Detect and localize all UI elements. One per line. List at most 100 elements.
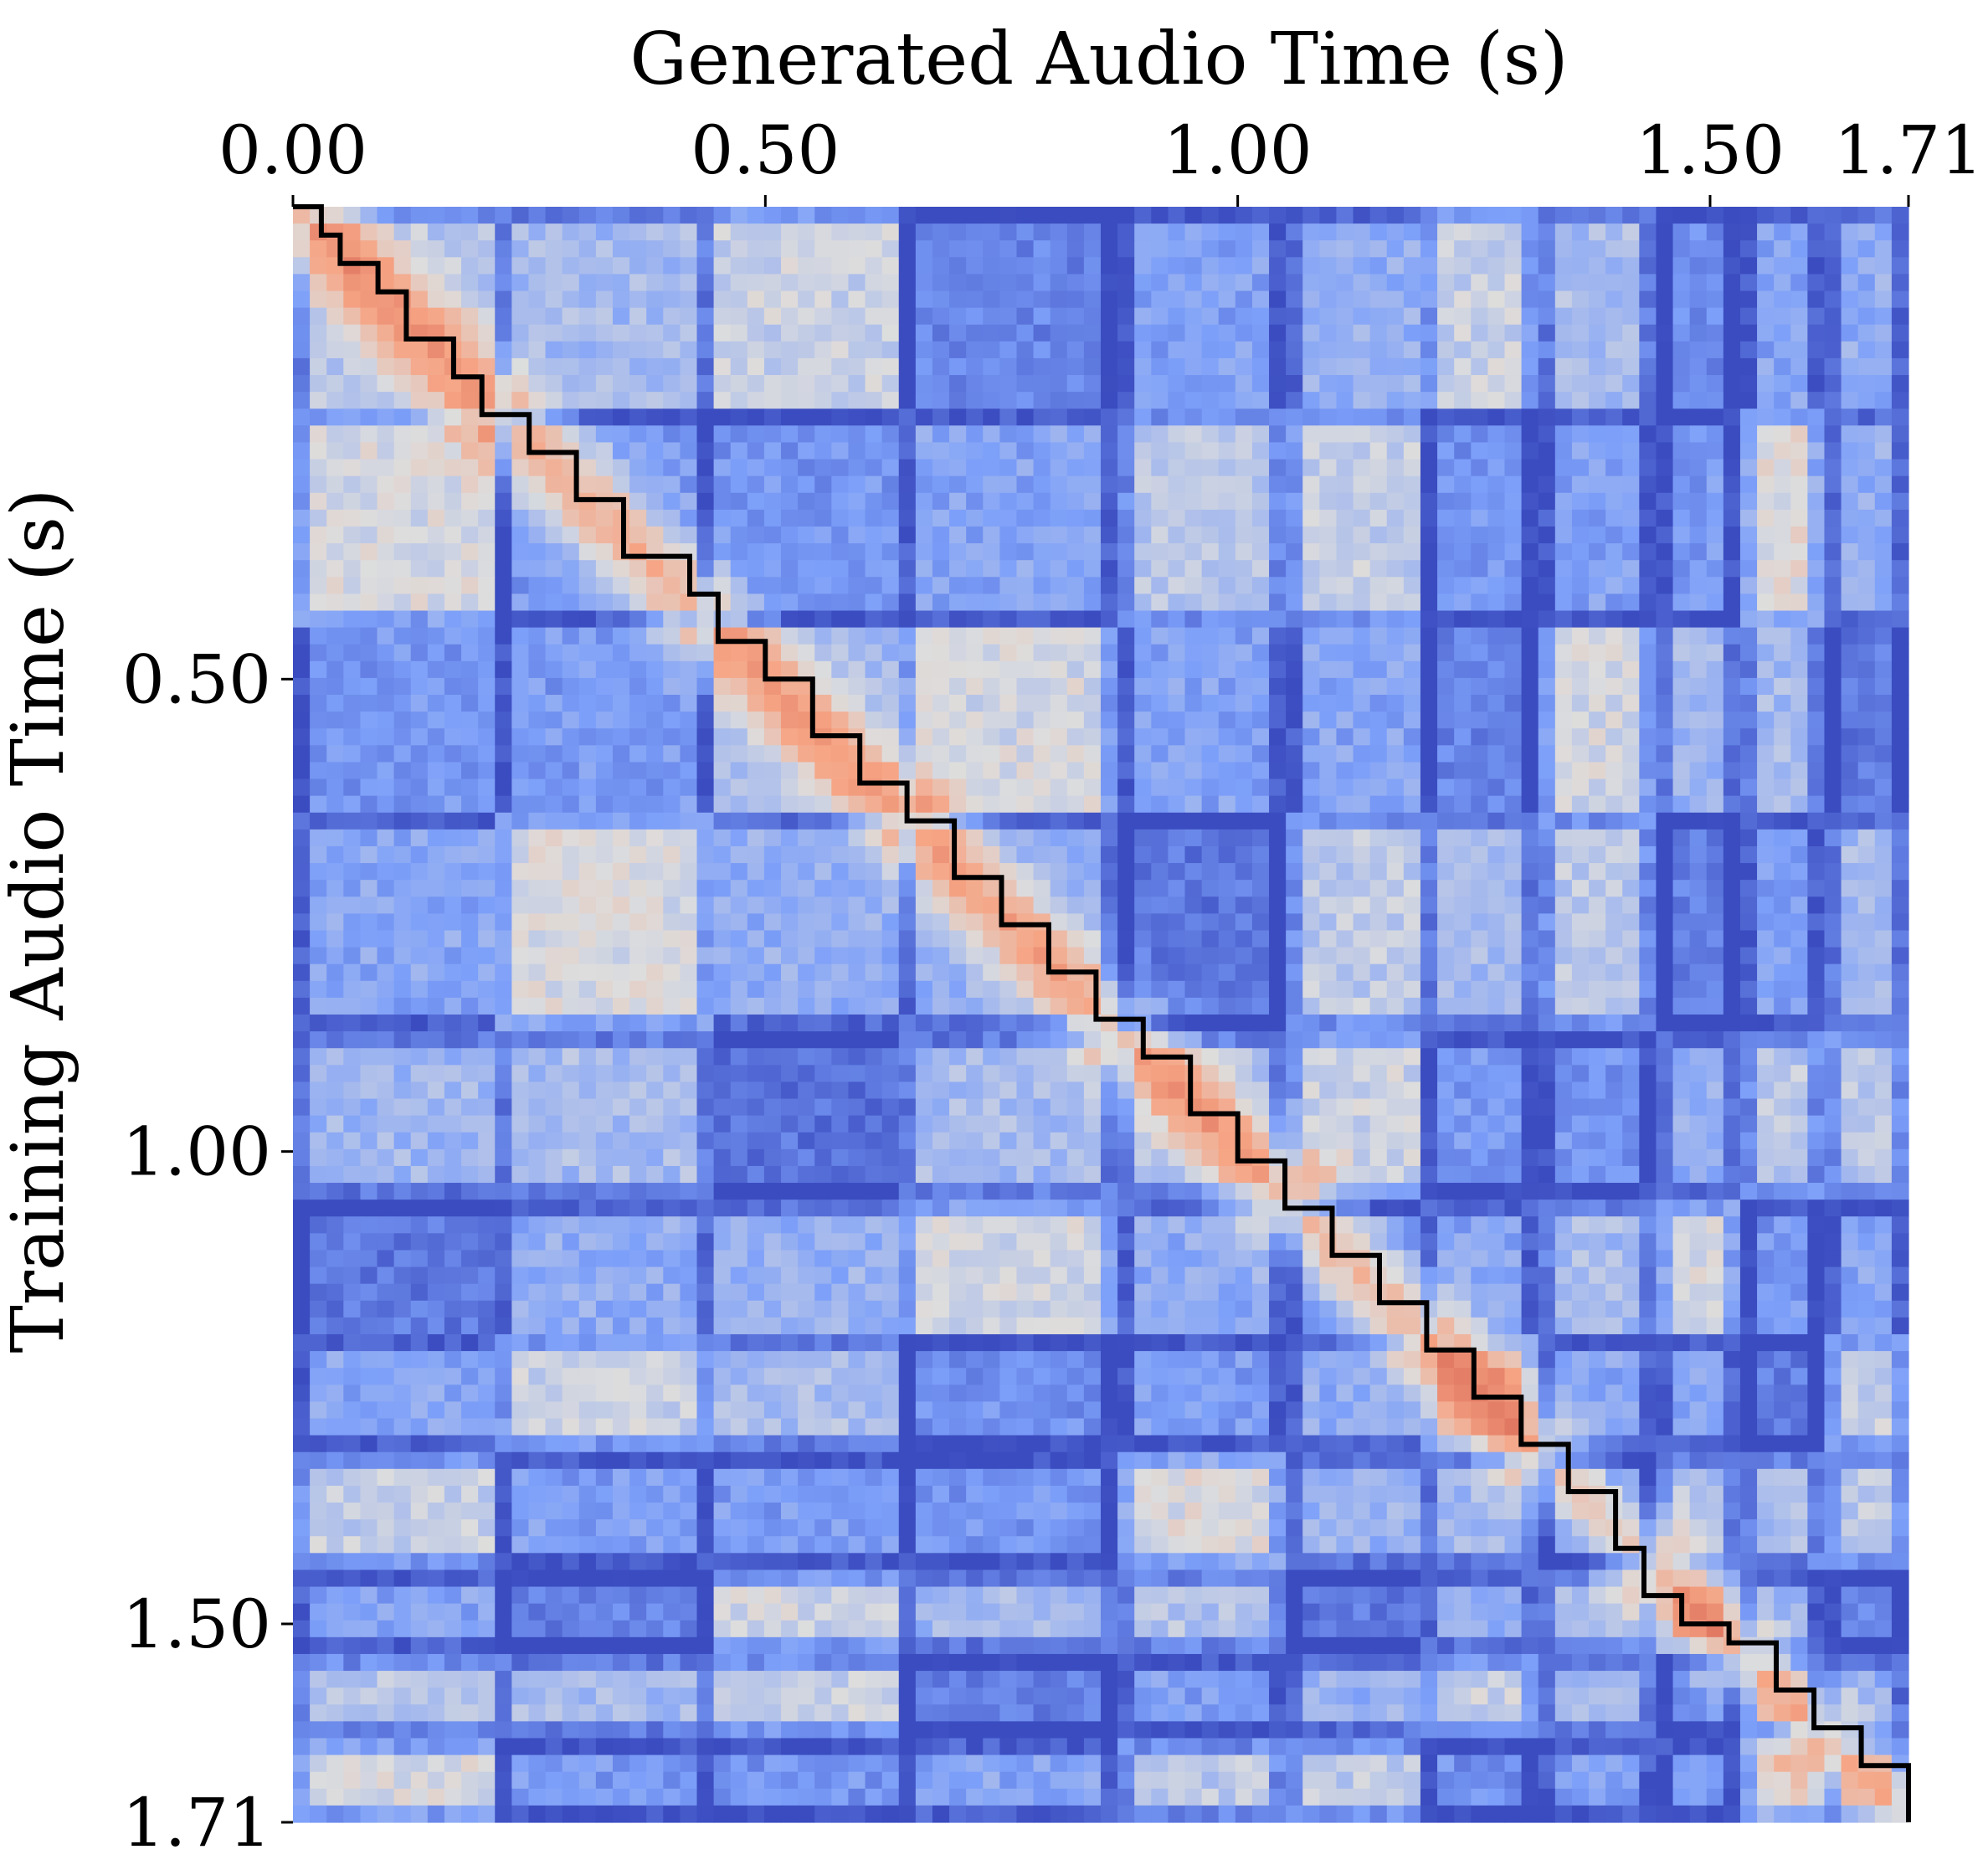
- heatmap-cell: [1891, 307, 1909, 326]
- heatmap-cell: [1589, 845, 1606, 864]
- heatmap-cell: [1774, 492, 1791, 511]
- heatmap-cell: [326, 274, 344, 292]
- heatmap-cell: [612, 207, 630, 224]
- heatmap-cell: [1403, 324, 1421, 342]
- heatmap-cell: [1471, 392, 1488, 409]
- heatmap-cell: [1689, 375, 1708, 393]
- heatmap-cell: [966, 963, 984, 982]
- heatmap-cell: [747, 660, 765, 679]
- heatmap-cell: [528, 341, 547, 359]
- heatmap-cell: [915, 207, 933, 224]
- heatmap-cell: [1134, 257, 1152, 275]
- heatmap-cell: [1589, 1031, 1606, 1049]
- heatmap-cell: [444, 762, 462, 780]
- heatmap-cell: [1420, 408, 1438, 426]
- heatmap-cell: [293, 509, 311, 527]
- heatmap-cell: [1538, 695, 1556, 712]
- heatmap-cell: [461, 240, 479, 258]
- heatmap-cell: [1353, 812, 1371, 830]
- heatmap-cell: [881, 307, 900, 326]
- heatmap-cell: [1471, 425, 1488, 444]
- heatmap-cell: [713, 660, 732, 679]
- heatmap-cell: [696, 778, 715, 797]
- heatmap-cell: [1706, 408, 1724, 426]
- heatmap-cell: [1235, 593, 1253, 612]
- heatmap-cell: [663, 947, 681, 965]
- heatmap-cell: [1605, 712, 1623, 729]
- heatmap-cell: [595, 207, 614, 224]
- heatmap-cell: [1016, 677, 1035, 696]
- heatmap-cell: [1891, 947, 1909, 965]
- heatmap-cell: [1083, 459, 1102, 477]
- heatmap-cell: [1554, 392, 1573, 409]
- heatmap-cell: [612, 257, 630, 275]
- heatmap-cell: [427, 610, 445, 629]
- heatmap-cell: [763, 543, 782, 561]
- heatmap-cell: [1083, 560, 1102, 578]
- heatmap-cell: [1672, 593, 1691, 612]
- heatmap-cell: [1471, 963, 1488, 982]
- heatmap-cell: [1774, 695, 1791, 712]
- heatmap-cell: [495, 392, 512, 409]
- heatmap-cell: [1066, 408, 1085, 426]
- heatmap-cell: [1605, 375, 1623, 393]
- heatmap-cell: [814, 290, 832, 309]
- heatmap-cell: [1454, 1031, 1472, 1049]
- heatmap-cell: [545, 930, 563, 948]
- heatmap-cell: [545, 240, 563, 258]
- heatmap-cell: [663, 930, 681, 948]
- heatmap-cell: [1554, 223, 1573, 241]
- heatmap-cell: [528, 863, 547, 881]
- heatmap-cell: [1622, 947, 1640, 965]
- heatmap-cell: [478, 577, 496, 594]
- heatmap-cell: [1336, 492, 1354, 511]
- heatmap-cell: [999, 1031, 1018, 1049]
- heatmap-cell: [478, 207, 496, 224]
- heatmap-cell: [310, 375, 327, 393]
- heatmap-cell: [1218, 1031, 1236, 1049]
- heatmap-cell: [528, 644, 547, 662]
- heatmap-cell: [949, 274, 967, 292]
- heatmap-cell: [511, 627, 530, 645]
- heatmap-cell: [1201, 560, 1220, 578]
- heatmap-cell: [898, 1031, 917, 1049]
- heatmap-cell: [1117, 560, 1135, 578]
- heatmap-cell: [1454, 526, 1472, 544]
- heatmap-cell: [1454, 762, 1472, 780]
- heatmap-cell: [663, 357, 681, 376]
- heatmap-cell: [1504, 1065, 1523, 1083]
- heatmap-cell: [293, 324, 311, 342]
- heatmap-cell: [1589, 745, 1606, 763]
- heatmap-cell: [915, 845, 933, 864]
- heatmap-cell: [1639, 980, 1657, 999]
- heatmap-cell: [1201, 290, 1220, 309]
- heatmap-cell: [393, 947, 412, 965]
- heatmap-cell: [1151, 459, 1169, 477]
- heatmap-cell: [696, 307, 715, 326]
- heatmap-cell: [1117, 829, 1135, 847]
- heatmap-cell: [1454, 1015, 1472, 1032]
- heatmap-cell: [444, 408, 462, 426]
- heatmap-cell: [1454, 695, 1472, 712]
- heatmap-cell: [747, 324, 765, 342]
- heatmap-cell: [1554, 677, 1573, 696]
- heatmap-cell: [595, 627, 614, 645]
- heatmap-cell: [1269, 980, 1287, 999]
- heatmap-cell: [310, 627, 327, 645]
- heatmap-cell: [326, 863, 344, 881]
- heatmap-cell: [949, 207, 967, 224]
- heatmap-cell: [578, 392, 597, 409]
- heatmap-cell: [1117, 728, 1135, 746]
- heatmap-cell: [1521, 644, 1539, 662]
- heatmap-cell: [848, 324, 866, 342]
- heatmap-cell: [410, 357, 429, 376]
- heatmap-cell: [915, 223, 933, 241]
- heatmap-cell: [545, 492, 563, 511]
- heatmap-cell: [1403, 963, 1421, 982]
- heatmap-cell: [1319, 896, 1338, 914]
- heatmap-cell: [528, 712, 547, 729]
- heatmap-cell: [1353, 728, 1371, 746]
- heatmap-cell: [831, 240, 850, 258]
- heatmap-cell: [1807, 509, 1826, 527]
- heatmap-cell: [1874, 947, 1893, 965]
